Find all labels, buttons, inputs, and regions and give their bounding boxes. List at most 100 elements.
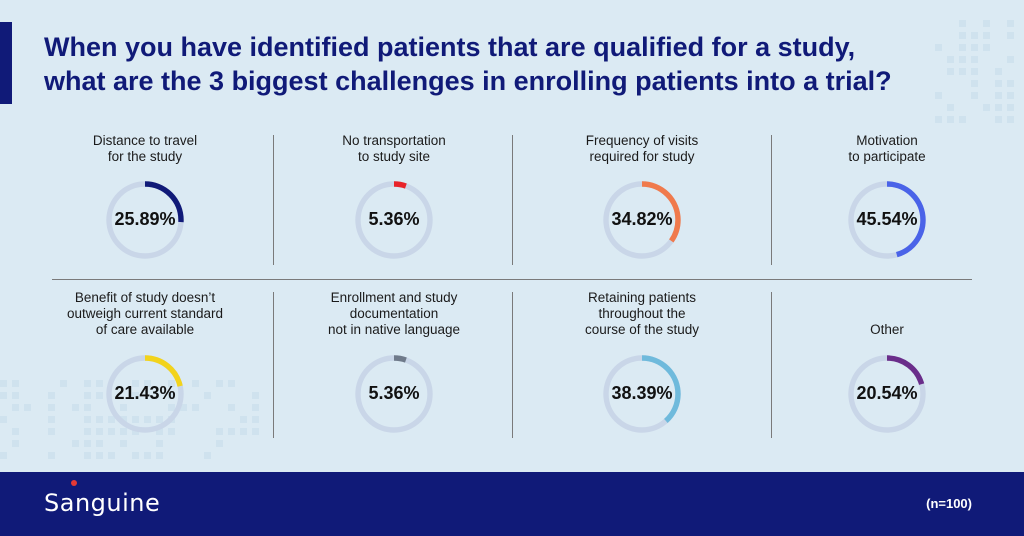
donut-percentage: 21.43% bbox=[114, 383, 176, 403]
donut-panel: Benefit of study doesn’t outweigh current… bbox=[30, 0, 260, 470]
decorative-dot bbox=[108, 452, 115, 459]
donut-panel: Other 20.54% bbox=[772, 0, 1002, 470]
donut-value-arc bbox=[106, 181, 184, 259]
title-line-1: When you have identified patients that a… bbox=[44, 32, 856, 62]
donut-chart bbox=[106, 355, 184, 433]
decorative-dot bbox=[12, 440, 19, 447]
decorative-dot bbox=[240, 428, 247, 435]
decorative-dot bbox=[132, 392, 139, 399]
donut-value-arc bbox=[355, 181, 433, 259]
decorative-dot bbox=[48, 428, 55, 435]
donut-chart bbox=[355, 355, 433, 433]
decorative-dot bbox=[1007, 56, 1014, 63]
decorative-dot bbox=[959, 68, 966, 75]
donut-label-line: Frequency of visits bbox=[585, 133, 699, 148]
decorative-dot bbox=[48, 452, 55, 459]
decorative-dot bbox=[132, 380, 139, 387]
decorative-dot bbox=[96, 452, 103, 459]
decorative-dot bbox=[156, 428, 163, 435]
donut-label-line: outweigh current standard bbox=[66, 306, 224, 321]
decorative-dot bbox=[959, 20, 966, 27]
decorative-dot bbox=[0, 416, 7, 423]
donut-panel: Motivation to participate 45.54% bbox=[772, 0, 1002, 470]
donut-label-line: Motivation bbox=[856, 133, 918, 148]
decorative-dot bbox=[144, 452, 151, 459]
decorative-dot bbox=[0, 392, 7, 399]
decorative-dot bbox=[120, 428, 127, 435]
decorative-dot bbox=[216, 428, 223, 435]
decorative-dot bbox=[12, 392, 19, 399]
footer-bar: Sanguine (n=100) bbox=[0, 472, 1024, 536]
decorative-dot bbox=[156, 440, 163, 447]
donut-value-arc bbox=[603, 355, 681, 433]
donut-percentage: 5.36% bbox=[368, 209, 420, 229]
decorative-dot bbox=[959, 116, 966, 123]
decorative-dot bbox=[1007, 92, 1014, 99]
decorative-dot bbox=[995, 92, 1002, 99]
decorative-dot bbox=[168, 428, 175, 435]
decorative-dot bbox=[240, 416, 247, 423]
decorative-dot bbox=[252, 392, 259, 399]
donut-label-line: required for study bbox=[589, 149, 695, 164]
donut-label-line: Distance to travel bbox=[92, 133, 198, 148]
donut-label: Benefit of study doesn’t outweigh current… bbox=[30, 290, 260, 338]
decorative-dot bbox=[1007, 104, 1014, 111]
decorative-dot bbox=[252, 404, 259, 411]
sample-size-note: (n=100) bbox=[926, 496, 972, 511]
decorative-dot bbox=[204, 392, 211, 399]
donut-label-line: No transportation bbox=[342, 133, 446, 148]
donut-value-arc bbox=[106, 355, 184, 433]
logo-accent-dot bbox=[71, 480, 77, 486]
donut-label-line: Retaining patients bbox=[587, 290, 697, 305]
decorative-dot bbox=[947, 116, 954, 123]
donut-label-line: to study site bbox=[357, 149, 431, 164]
column-divider bbox=[771, 292, 772, 438]
decorative-dot bbox=[192, 404, 199, 411]
decorative-dot bbox=[228, 404, 235, 411]
sanguine-logo: Sanguine bbox=[44, 489, 161, 517]
decorative-dot bbox=[84, 404, 91, 411]
donut-label-line: documentation bbox=[349, 306, 439, 321]
decorative-dot bbox=[72, 440, 79, 447]
decorative-dot bbox=[959, 32, 966, 39]
decorative-dot bbox=[132, 416, 139, 423]
decorative-dot bbox=[0, 380, 7, 387]
decorative-dot bbox=[959, 56, 966, 63]
donut-panel: Retaining patients throughout the course o… bbox=[527, 0, 757, 470]
donut-label-line: Other bbox=[870, 322, 904, 337]
decorative-dot bbox=[947, 68, 954, 75]
donut-value-arc bbox=[603, 181, 681, 259]
donut-chart bbox=[603, 181, 681, 259]
donut-percentage: 20.54% bbox=[856, 383, 918, 403]
decorative-dot bbox=[12, 428, 19, 435]
chart-title: When you have identified patients that a… bbox=[44, 30, 1004, 98]
donut-label-line: Benefit of study doesn’t bbox=[74, 290, 216, 305]
title-accent-bar bbox=[0, 22, 12, 104]
donut-value-arc bbox=[848, 355, 926, 433]
donut-label-line: for the study bbox=[107, 149, 183, 164]
decorative-dot bbox=[60, 380, 67, 387]
decorative-dot bbox=[48, 392, 55, 399]
donut-percentage: 5.36% bbox=[368, 383, 420, 403]
decorative-dot bbox=[96, 416, 103, 423]
decorative-dot bbox=[156, 452, 163, 459]
decorative-dot bbox=[156, 416, 163, 423]
donut-percentage: 25.89% bbox=[114, 209, 176, 229]
donut-panel: Distance to travel for the study 25.89% bbox=[30, 0, 260, 470]
decorative-dot bbox=[168, 404, 175, 411]
decorative-dot bbox=[995, 68, 1002, 75]
decorative-dot bbox=[228, 428, 235, 435]
decorative-dot bbox=[132, 452, 139, 459]
donut-label: Distance to travel for the study bbox=[30, 133, 260, 165]
donut-label-line: Enrollment and study bbox=[330, 290, 458, 305]
decorative-dot bbox=[935, 92, 942, 99]
donut-label-line: course of the study bbox=[584, 322, 700, 337]
decorative-dot bbox=[12, 404, 19, 411]
donut-panel: Frequency of visits required for study 34.… bbox=[527, 0, 757, 470]
decorative-dot bbox=[983, 32, 990, 39]
decorative-dot bbox=[96, 392, 103, 399]
decorative-dot bbox=[120, 404, 127, 411]
decorative-dot bbox=[1007, 80, 1014, 87]
decorative-dot bbox=[120, 440, 127, 447]
decorative-dot bbox=[72, 404, 79, 411]
